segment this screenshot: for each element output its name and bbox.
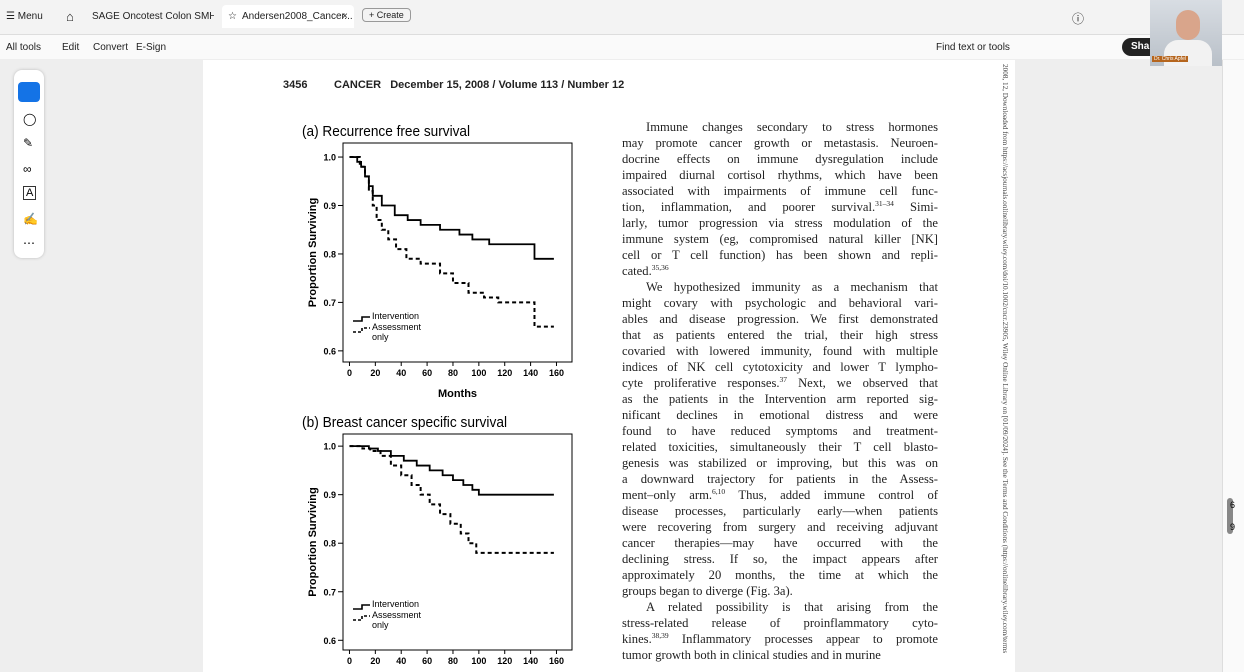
legend-entry: Assessment only [372, 611, 434, 637]
x-tick-label: 80 [448, 368, 458, 378]
x-tick-label: 20 [370, 656, 380, 666]
legend-swatch [353, 616, 370, 620]
x-tick-label: 40 [396, 656, 406, 666]
x-tick-label: 160 [549, 656, 564, 666]
y-tick-label: 0.9 [323, 201, 336, 211]
chart: (b) Breast cancer specific survival 0.6 0.… [302, 414, 572, 666]
survival-curve [349, 446, 553, 553]
x-tick-label: 160 [549, 368, 564, 378]
survival-curve [349, 157, 553, 259]
y-tick-label: 0.7 [323, 587, 336, 597]
legend-swatch [353, 605, 370, 609]
y-tick-label: 0.6 [323, 636, 336, 646]
y-tick-label: 0.9 [323, 490, 336, 500]
y-tick-label: 0.8 [323, 539, 336, 549]
y-tick-label: 0.7 [323, 298, 336, 308]
figure: (a) Recurrence free survival 0.6 0.7 0.8 0.9… [0, 0, 1244, 672]
y-tick-label: 0.6 [323, 346, 336, 356]
x-tick-label: 40 [396, 368, 406, 378]
y-tick-label: 0.8 [323, 249, 336, 259]
legend-label: Assessment only [372, 323, 434, 342]
x-tick-label: 0 [347, 656, 352, 666]
x-tick-label: 20 [370, 368, 380, 378]
survival-curve [349, 157, 553, 327]
x-tick-label: 60 [422, 656, 432, 666]
legend-swatch [353, 328, 370, 332]
x-tick-label: 140 [523, 656, 538, 666]
x-tick-label: 100 [471, 368, 486, 378]
y-axis-label: Proportion Surviving [307, 487, 319, 596]
x-tick-label: 0 [347, 368, 352, 378]
x-tick-label: 140 [523, 368, 538, 378]
x-tick-label: 120 [497, 368, 512, 378]
chart: (a) Recurrence free survival 0.6 0.7 0.8 0.9… [302, 123, 572, 400]
screen: ☰ Menu ⌂ SAGE Oncotest Colon SMH Feb ...… [0, 0, 1244, 672]
x-tick-label: 120 [497, 656, 512, 666]
chart-title: (b) Breast cancer specific survival [302, 414, 507, 431]
y-axis-label: Proportion Surviving [307, 198, 319, 307]
y-tick-label: 1.0 [323, 153, 336, 163]
y-tick-label: 1.0 [323, 442, 336, 452]
legend-label: Intervention [372, 312, 434, 322]
x-tick-label: 80 [448, 656, 458, 666]
x-tick-label: 60 [422, 368, 432, 378]
x-axis-label: Months [438, 388, 477, 400]
chart-title: (a) Recurrence free survival [302, 123, 470, 140]
x-tick-label: 100 [471, 656, 486, 666]
legend-label: Assessment only [372, 611, 434, 630]
legend-label: Intervention [372, 600, 434, 610]
legend-swatch [353, 317, 370, 321]
legend-entry: Assessment only [372, 323, 434, 349]
